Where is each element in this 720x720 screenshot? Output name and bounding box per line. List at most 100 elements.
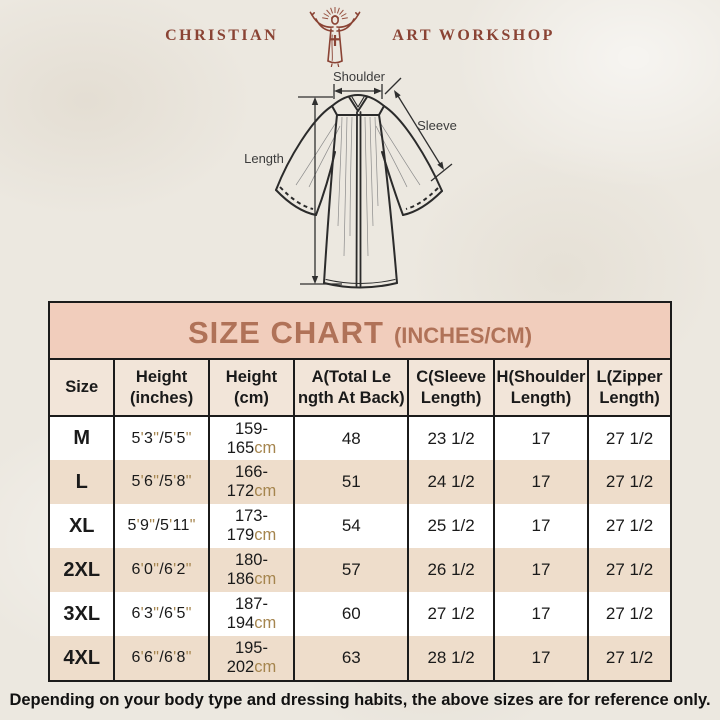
column-header-line: Height — [135, 368, 188, 387]
height-value: 8 — [176, 473, 186, 490]
size-table: Size Height (inches) Height (cm) A(Total Le ng… — [50, 360, 670, 680]
table-row: 4XL 6'6"/6'8" 195-202cm 63 28 1/2 17 27 1/2 — [50, 636, 670, 680]
feet-inch-mark: " — [185, 649, 192, 666]
cell-sleeve-length: 25 1/2 — [407, 504, 494, 548]
cell-zipper-length: 27 1/2 — [587, 504, 670, 548]
column-header: A(Total Le ngth At Back) — [293, 360, 409, 417]
height-value: 6 — [131, 561, 141, 578]
cell-height-inches: 6'0"/6'2" — [113, 548, 209, 592]
column-header: Size — [50, 360, 115, 417]
collar-top — [331, 94, 385, 107]
feet-inch-mark: " — [185, 605, 192, 622]
column-header-line: H(Shoulder — [496, 368, 586, 387]
column-header: H(Shoulder Length) — [492, 360, 589, 417]
cm-unit: cm — [254, 438, 277, 457]
cell-size: 2XL — [50, 548, 115, 592]
cell-sleeve-length: 23 1/2 — [407, 416, 494, 460]
feet-inch-mark: ' — [173, 649, 177, 666]
cell-total-length-back: 57 — [293, 548, 409, 592]
height-value: 0 — [144, 561, 154, 578]
column-header-line: C(Sleeve — [416, 368, 486, 387]
feet-inch-mark: " — [153, 605, 160, 622]
height-cm-value: 159-165 — [226, 419, 268, 457]
feet-inch-mark: ' — [173, 605, 177, 622]
height-value: 5 — [131, 429, 141, 447]
feet-inch-mark: ' — [140, 649, 145, 666]
reference-note: Depending on your body type and dressing… — [9, 691, 711, 709]
column-header-line: (inches) — [129, 388, 194, 407]
height-value: 11 — [172, 517, 190, 534]
column-header-line: Length) — [420, 388, 482, 407]
cell-zipper-length: 27 1/2 — [587, 592, 670, 636]
feet-inch-mark: " — [185, 561, 192, 578]
height-cm-value: 195-202 — [226, 639, 268, 676]
height-value: 9 — [140, 517, 150, 534]
cell-height-inches: 6'3"/6'5" — [113, 592, 209, 636]
cm-unit: cm — [254, 570, 277, 588]
height-value: 2 — [176, 561, 186, 578]
table-row: 2XL 6'0"/6'2" 180-186cm 57 26 1/2 17 27 1/2 — [50, 548, 670, 592]
column-header-line: L(Zipper — [596, 368, 663, 387]
left-cuff-stitch — [279, 186, 314, 210]
robe-right-edge — [378, 114, 398, 284]
cell-sleeve-length: 28 1/2 — [407, 636, 494, 680]
cell-height-cm: 187-194cm — [207, 592, 295, 636]
feet-inch-mark: " — [185, 429, 192, 447]
cell-height-inches: 5'3"/5'5" — [113, 416, 209, 460]
shoulder-label: Shoulder — [333, 69, 386, 84]
rays-icon — [322, 6, 349, 19]
cell-size: 3XL — [50, 592, 115, 636]
zipper-line — [355, 111, 362, 287]
size-chart-title: SIZE CHART — [187, 315, 384, 350]
cell-shoulder-length: 17 — [492, 548, 589, 592]
cell-shoulder-length: 17 — [492, 504, 589, 548]
feet-inch-mark: " — [153, 561, 160, 578]
cell-zipper-length: 27 1/2 — [587, 416, 670, 460]
size-chart-units: (INCHES/CM) — [393, 323, 533, 348]
feet-inch-mark: ' — [169, 517, 173, 534]
cell-total-length-back: 51 — [293, 460, 409, 504]
cm-unit: cm — [254, 658, 277, 676]
cell-shoulder-length: 17 — [492, 592, 589, 636]
cell-total-length-back: 63 — [293, 636, 409, 680]
height-value: 5 — [176, 429, 186, 447]
cell-height-cm: 159-165cm — [207, 416, 295, 460]
sleeve-label: Sleeve — [417, 118, 457, 133]
feet-inch-mark: ' — [140, 473, 145, 490]
cell-height-cm: 195-202cm — [207, 636, 295, 680]
table-row: 3XL 6'3"/6'5" 187-194cm 60 27 1/2 17 27 1/2 — [50, 592, 670, 636]
height-value: 5 — [131, 473, 141, 490]
left-sleeve-outer — [275, 105, 333, 191]
size-chart-panel: SIZE CHART (INCHES/CM) Size Height (inches… — [48, 301, 672, 682]
cross-icon — [330, 34, 340, 46]
feet-inch-mark: ' — [140, 605, 145, 622]
cell-total-length-back: 60 — [293, 592, 409, 636]
cell-size: L — [50, 460, 115, 504]
cell-size: M — [50, 416, 115, 460]
table-header-row: Size Height (inches) Height (cm) A(Total Le ng… — [50, 360, 670, 417]
cm-unit: cm — [254, 614, 277, 632]
feet-inch-mark: " — [153, 429, 160, 447]
cell-total-length-back: 54 — [293, 504, 409, 548]
cell-sleeve-length: 26 1/2 — [407, 548, 494, 592]
cm-unit: cm — [254, 482, 277, 500]
column-header: Height (inches) — [113, 360, 209, 417]
feet-inch-mark: " — [153, 649, 160, 666]
height-value: 6 — [144, 473, 154, 490]
robe-drawing: Shoulder Sleeve Length — [244, 69, 457, 289]
column-header-line: (cm) — [234, 388, 269, 407]
cell-size: XL — [50, 504, 115, 548]
column-header: C(Sleeve Length) — [407, 360, 494, 417]
column-header-line: Length) — [510, 388, 572, 407]
height-value: /5 — [155, 517, 170, 534]
cell-zipper-length: 27 1/2 — [587, 460, 670, 504]
feet-inch-mark: ' — [140, 561, 145, 578]
brand-logo: CHRISTIAN — [0, 0, 720, 67]
feet-inch-mark: " — [189, 517, 196, 534]
cell-zipper-length: 27 1/2 — [587, 548, 670, 592]
height-value: 6 — [131, 649, 141, 666]
column-header: L(Zipper Length) — [587, 360, 670, 417]
height-value: /5 — [159, 473, 174, 490]
cell-height-inches: 6'6"/6'8" — [113, 636, 209, 680]
table-row: M 5'3"/5'5" 159-165cm 48 23 1/2 17 27 1/2 — [50, 416, 670, 460]
